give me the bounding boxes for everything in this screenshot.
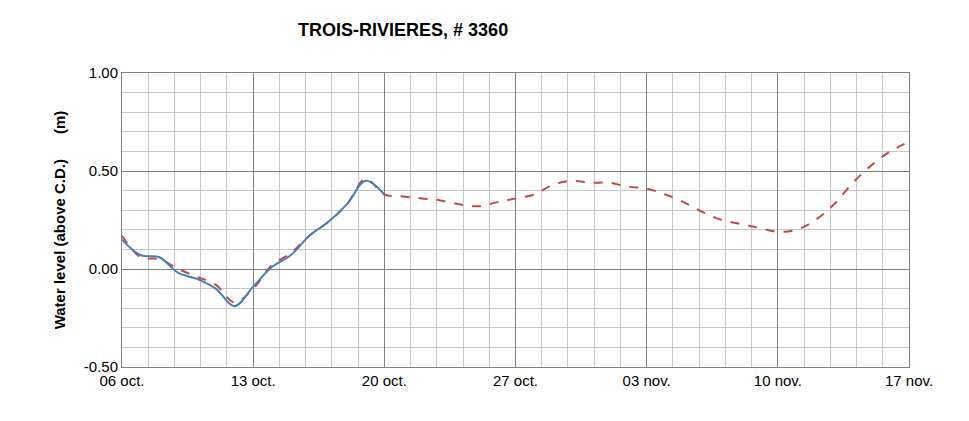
svg-text:03 nov.: 03 nov. <box>623 372 671 389</box>
svg-text:20 oct.: 20 oct. <box>362 372 407 389</box>
svg-text:Water level (above C.D.): Water level (above C.D.) (m) <box>51 111 68 330</box>
svg-text:0.00: 0.00 <box>89 260 118 277</box>
svg-text:10 nov.: 10 nov. <box>754 372 802 389</box>
svg-text:TROIS-RIVIERES, # 3360: TROIS-RIVIERES, # 3360 <box>298 20 508 40</box>
svg-text:-0.50: -0.50 <box>84 358 118 375</box>
svg-text:06 oct.: 06 oct. <box>99 372 144 389</box>
svg-text:27 oct.: 27 oct. <box>493 372 538 389</box>
svg-text:0.50: 0.50 <box>89 162 118 179</box>
svg-text:1.00: 1.00 <box>89 64 118 81</box>
svg-text:13 oct.: 13 oct. <box>231 372 276 389</box>
svg-text:17 nov.: 17 nov. <box>885 372 933 389</box>
